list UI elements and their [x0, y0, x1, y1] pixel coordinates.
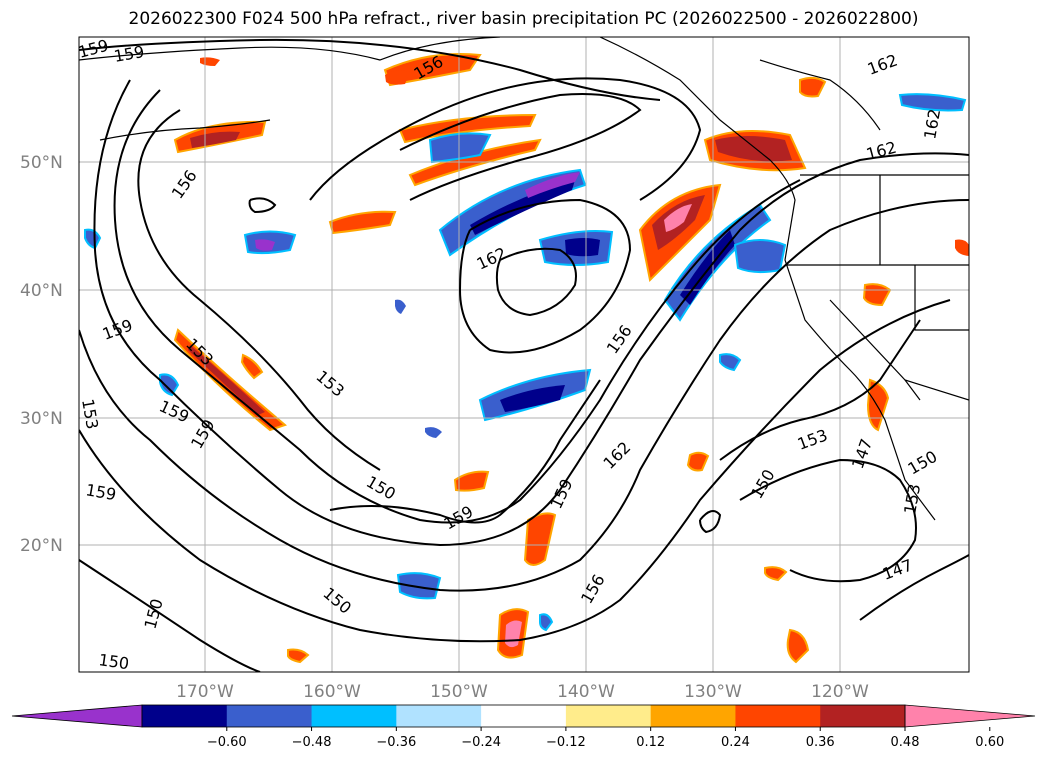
contour-165-ring [495, 247, 577, 317]
precip-blob [385, 70, 410, 85]
bc-inlet [759, 59, 881, 131]
colorbar-segment [820, 705, 906, 727]
mexico-border [904, 379, 969, 401]
precip-blob [539, 613, 554, 632]
colorbar-tick-label: −0.12 [546, 735, 586, 750]
precip-blob [159, 373, 180, 397]
longitude-labels: 170°W 160°W 150°W 140°W 130°W 120°W [176, 682, 869, 702]
west-coast [599, 37, 936, 521]
alaska-coast [79, 37, 501, 61]
precip-blob [395, 299, 406, 314]
contour-153-east [719, 319, 921, 461]
colorbar-segment [396, 705, 482, 727]
contour-153 [93, 79, 969, 547]
lon-label: 120°W [811, 682, 869, 702]
colorbar-tick-label: 0.60 [975, 735, 1004, 750]
aleutian-islands [99, 119, 271, 141]
contour-159 [79, 38, 661, 101]
colorbar-tick-label: −0.36 [376, 735, 416, 750]
contour-162-ring [458, 198, 632, 354]
colorbar-tick-label: 0.12 [636, 735, 665, 750]
state-border [914, 265, 969, 331]
contour-lines [79, 38, 969, 672]
lat-label: 30°N [20, 409, 63, 429]
precip-blob [565, 238, 600, 257]
precip-blob [664, 204, 692, 232]
colorbar-segment [481, 705, 567, 727]
colorbar-segment [565, 705, 652, 727]
precip-blob [396, 572, 442, 600]
colorbar-extend-high [904, 704, 1036, 728]
precip-blob [955, 239, 969, 256]
contour-label: 153 [78, 397, 102, 430]
precip-blob [898, 93, 967, 112]
lon-label: 130°W [684, 682, 742, 702]
map-frame [78, 36, 970, 673]
precip-blob [523, 512, 557, 566]
colorbar-tick-label: 0.36 [806, 735, 835, 750]
colorbar-tick-label: −0.48 [292, 735, 332, 750]
precip-blob [287, 648, 310, 664]
contour-150-south [79, 559, 261, 672]
precip-blob [383, 53, 482, 87]
precip-blob [500, 385, 565, 412]
colorbar-segment [311, 705, 397, 727]
lon-label: 170°W [176, 682, 234, 702]
contour-small-ring [248, 197, 277, 214]
contour-162-inner [399, 93, 642, 201]
contour-159-ridge [309, 77, 702, 201]
lon-label: 160°W [303, 682, 361, 702]
precip-blob [525, 172, 580, 198]
precip-blob [862, 283, 892, 307]
contour-147-east [739, 458, 917, 583]
coastlines [79, 37, 969, 521]
colorbar-outline [141, 704, 906, 728]
colorbar-tick-label: 0.48 [891, 735, 920, 750]
precip-blob [733, 239, 787, 274]
colorbar-segment [226, 705, 313, 727]
colorbar: −0.60 −0.48 −0.36 −0.24 −0.12 0.12 0.24 0.36 0.4… [11, 704, 1036, 750]
lon-label: 140°W [557, 682, 615, 702]
colorbar-segment [142, 705, 228, 727]
colorbar-tick-label: 0.24 [721, 735, 750, 750]
map-title: 2026022300 F024 500 hPa refract., river … [128, 9, 919, 29]
precip-blob [799, 76, 827, 98]
precip-blob [190, 131, 240, 148]
precip-blob [240, 353, 264, 380]
precip-blob [425, 427, 442, 438]
lat-label: 40°N [20, 281, 63, 301]
lat-label: 20°N [20, 536, 63, 556]
contour-147 [79, 299, 951, 643]
contour-156-main [113, 89, 801, 524]
contour-small-ring [699, 510, 722, 534]
contour-label: 150 [97, 650, 130, 673]
colorbar-tick-label: −0.24 [461, 735, 501, 750]
contour-156-west [137, 109, 381, 471]
precip-blob [453, 470, 490, 492]
precip-blob [328, 210, 397, 235]
colorbar-extend-low [11, 704, 143, 728]
contour-159-south [329, 379, 601, 524]
contour-147-se [859, 554, 969, 621]
precip-blob [686, 451, 710, 472]
precip-blob [719, 353, 742, 372]
colorbar-segment [650, 705, 736, 727]
colorbar-tick-label: −0.60 [207, 735, 247, 750]
contour-150 [79, 199, 969, 592]
precip-blob [188, 345, 265, 415]
precip-blob [764, 566, 788, 582]
precip-blob [255, 239, 275, 251]
lon-label: 150°W [430, 682, 488, 702]
precip-blob [715, 136, 792, 162]
precip-blob [786, 628, 810, 664]
colorbar-segment [735, 705, 821, 727]
latitude-labels: 50°N 40°N 30°N 20°N [20, 153, 63, 556]
graticule [79, 37, 969, 672]
precip-blob [428, 132, 492, 164]
lat-label: 50°N [20, 153, 63, 173]
